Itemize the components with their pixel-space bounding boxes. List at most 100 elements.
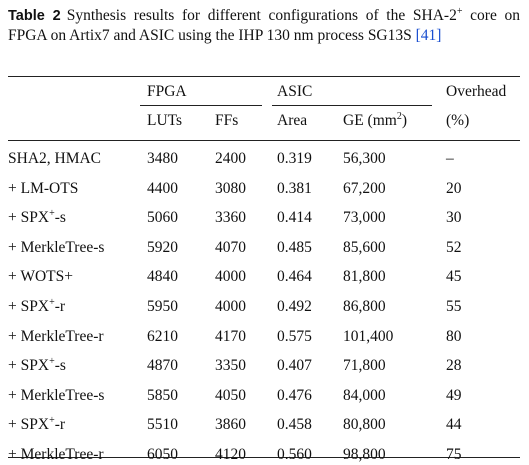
table-cell: 73,000 <box>343 208 386 228</box>
header-sup: 2 <box>396 111 402 122</box>
column-header: (%) <box>446 111 469 131</box>
table-cell: 0.407 <box>277 356 312 376</box>
cell-text: 101,400 <box>343 327 394 345</box>
table-cell: 56,300 <box>343 149 386 169</box>
row-label-text: + SPX <box>8 416 50 434</box>
cell-text: 4400 <box>147 179 178 197</box>
row-label: SHA2, HMAC <box>8 149 101 169</box>
row-label: + MerkleTree-r <box>8 327 104 347</box>
cell-text: 85,600 <box>343 238 386 256</box>
cell-text: 67,200 <box>343 179 386 197</box>
cell-text: 84,000 <box>343 386 386 404</box>
row-label: + LM-OTS <box>8 179 78 199</box>
row-label-text: + MerkleTree-s <box>8 238 105 256</box>
cell-text: 6210 <box>147 327 178 345</box>
header-text: Area <box>277 112 308 129</box>
row-label: + SPX+-r <box>8 415 65 435</box>
column-header: Area <box>277 111 307 131</box>
group-header: Overhead <box>446 82 506 102</box>
caption-ref[interactable]: [41] <box>415 27 442 44</box>
row-label: + MerkleTree-s <box>8 386 104 406</box>
table-cell: 0.414 <box>277 208 312 228</box>
table-cell: 98,800 <box>343 445 386 465</box>
table-cell: 6210 <box>147 327 178 347</box>
table-cell: 4050 <box>215 386 246 406</box>
table-cell: 101,400 <box>343 327 393 347</box>
header-text: LUTs <box>147 112 183 129</box>
row-label: + WOTS+ <box>8 267 73 287</box>
cell-text: 0.381 <box>277 179 312 197</box>
table-cell: 4170 <box>215 327 246 347</box>
cell-text: 81,800 <box>343 268 386 286</box>
caption-label: Table 2 <box>8 8 61 24</box>
caption-text: Synthesis results for different configur… <box>66 7 457 24</box>
group-header-text: ASIC <box>277 83 313 100</box>
table-cell: 4400 <box>147 179 178 199</box>
cell-text: 6050 <box>147 446 178 463</box>
table-cell: 4840 <box>147 267 178 287</box>
cell-text: 0.458 <box>277 416 312 434</box>
table-cell: 45 <box>446 267 462 287</box>
cell-text: 49 <box>446 386 462 404</box>
cell-text: 3480 <box>147 150 178 167</box>
cell-text: 0.407 <box>277 357 312 375</box>
cell-text: 4870 <box>147 357 178 375</box>
row-label-text: + MerkleTree-r <box>8 446 104 463</box>
row-label-sup: + <box>49 297 55 308</box>
cell-text: 0.575 <box>277 327 312 345</box>
table-cell: 3350 <box>215 356 246 376</box>
cell-text: 3350 <box>215 357 246 375</box>
table-cell: 4000 <box>215 267 246 287</box>
cell-text: 0.464 <box>277 268 312 286</box>
row-label: + SPX+-r <box>8 297 65 317</box>
row-label-text: + LM-OTS <box>8 179 79 197</box>
cell-text: 80 <box>446 327 462 345</box>
row-label-sup: + <box>49 415 55 427</box>
table-cell: 0.458 <box>277 415 312 435</box>
cell-text: 0.476 <box>277 386 312 404</box>
table-cell: 5920 <box>147 238 178 258</box>
cell-text: 30 <box>446 209 462 227</box>
table-cell: 28 <box>446 356 462 376</box>
cell-text: 3860 <box>215 416 246 434</box>
table-cell: 4870 <box>147 356 178 376</box>
header-text: FFs <box>215 112 239 129</box>
table-cell: 0.575 <box>277 327 312 347</box>
row-label-text: + SPX <box>8 209 50 227</box>
group-header-text: Overhead <box>446 83 507 100</box>
group-rule <box>272 105 432 106</box>
table-cell: 3860 <box>215 415 246 435</box>
cell-text: 44 <box>446 416 462 434</box>
header-text: GE (mm <box>343 112 397 129</box>
cell-text: 20 <box>446 179 462 197</box>
cell-text: 5850 <box>147 386 178 404</box>
header-rule <box>8 140 520 141</box>
cell-text: 4000 <box>215 298 246 315</box>
table-cell: 3080 <box>215 179 246 199</box>
top-rule <box>8 76 520 77</box>
table-cell: 5510 <box>147 415 178 435</box>
table-cell: 5950 <box>147 297 178 317</box>
table-cell: 20 <box>446 179 462 199</box>
row-label-text: + MerkleTree-r <box>8 327 104 345</box>
cell-text: 3360 <box>215 209 246 227</box>
table-cell: 81,800 <box>343 267 386 287</box>
table-cell: 0.485 <box>277 238 312 258</box>
cell-text: 4840 <box>147 268 178 286</box>
table-cell: 4120 <box>215 445 246 465</box>
cell-text: 55 <box>446 298 462 315</box>
cell-text: 98,800 <box>343 446 386 463</box>
row-label: + SPX+-s <box>8 356 66 376</box>
group-rule <box>140 105 262 106</box>
table-cell: 0.560 <box>277 445 312 465</box>
table-cell: 86,800 <box>343 297 386 317</box>
table-cell: – <box>446 149 454 169</box>
table-cell: 0.319 <box>277 149 312 169</box>
table-cell: 85,600 <box>343 238 386 258</box>
column-header: LUTs <box>147 111 182 131</box>
group-header-text: FPGA <box>147 83 187 100</box>
row-label-sup: + <box>49 208 55 220</box>
cell-text: 0.560 <box>277 446 312 463</box>
table-cell: 52 <box>446 238 462 258</box>
group-header: ASIC <box>277 82 312 102</box>
